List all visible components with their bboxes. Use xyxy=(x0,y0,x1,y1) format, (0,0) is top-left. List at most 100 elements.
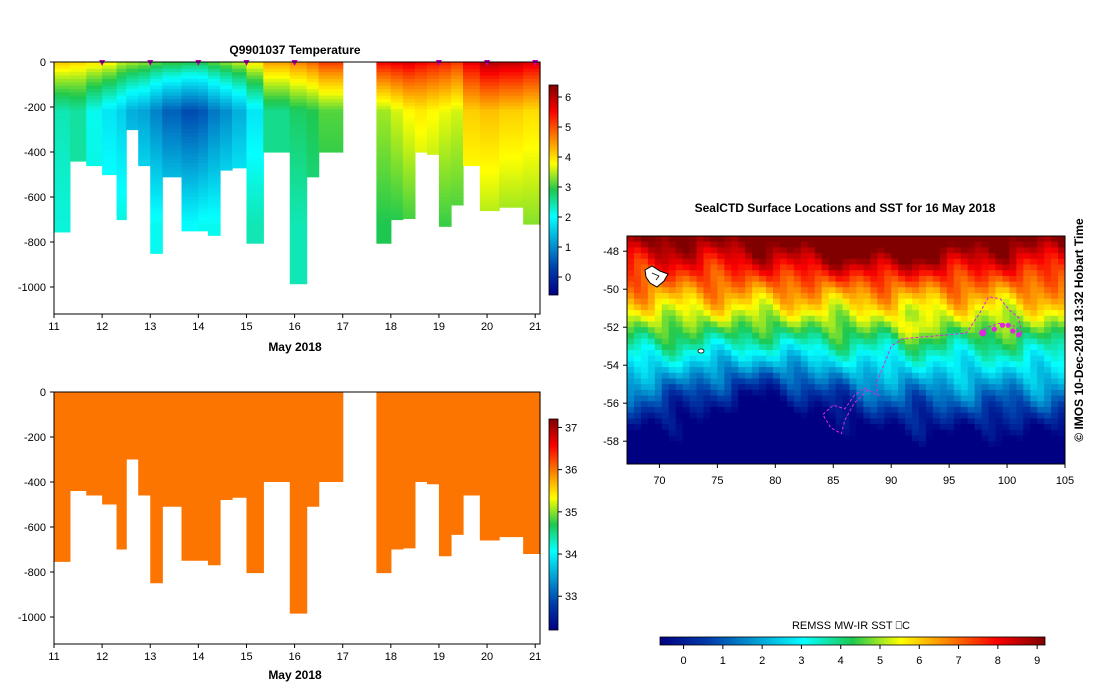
sst-cell xyxy=(800,441,809,448)
sst-cell xyxy=(1058,452,1065,459)
temperature-cell xyxy=(162,95,183,100)
sst-cell xyxy=(981,389,990,397)
sst-cell xyxy=(988,275,997,283)
sst-cell xyxy=(939,287,948,294)
sst-cell xyxy=(953,275,962,283)
sst-cell xyxy=(773,321,781,328)
sst-cell xyxy=(981,452,990,459)
sst-cell xyxy=(647,435,656,442)
sst-cell xyxy=(1002,344,1010,351)
temperature-cell xyxy=(181,227,199,232)
sst-cell xyxy=(703,446,712,454)
sst-cell xyxy=(1030,253,1038,260)
sst-cell xyxy=(905,332,913,340)
sst-cell xyxy=(807,270,816,277)
sst-cell xyxy=(703,441,712,448)
sst-cell xyxy=(752,389,760,397)
temperature-cell xyxy=(390,82,404,87)
sst-cell xyxy=(842,293,851,300)
sst-cell xyxy=(745,241,753,248)
x-tick-label: 16 xyxy=(288,651,300,663)
sst-cell xyxy=(724,321,732,328)
sst-cell xyxy=(773,446,781,454)
sst-cell xyxy=(800,378,809,385)
temperature-cell xyxy=(289,159,308,164)
sst-cell xyxy=(654,321,663,328)
sst-cell xyxy=(995,236,1004,243)
temperature-cell xyxy=(306,109,320,114)
temperature-cell xyxy=(523,159,541,164)
sst-cell xyxy=(1030,321,1038,328)
temperature-cell xyxy=(376,122,392,127)
sst-cell xyxy=(981,258,990,266)
sst-cell xyxy=(654,372,663,380)
sst-cell xyxy=(633,258,642,266)
sst-cell xyxy=(640,287,649,294)
sst-cell xyxy=(912,258,920,266)
sst-cell xyxy=(766,247,774,254)
sst-cell xyxy=(779,310,788,317)
sst-cell xyxy=(814,350,823,357)
temperature-cell xyxy=(306,156,320,161)
sst-cell xyxy=(759,298,767,305)
temperature-cell xyxy=(207,92,221,97)
sst-cell xyxy=(731,275,739,283)
temperature-cell xyxy=(479,186,500,191)
sst-cell xyxy=(1037,367,1045,374)
sst-cell xyxy=(842,236,851,243)
temperature-cell xyxy=(402,122,416,127)
sst-cell xyxy=(932,315,941,323)
temperature-cell xyxy=(263,139,291,144)
temperature-cell xyxy=(116,159,127,164)
sst-cell xyxy=(828,241,837,248)
sst-cell xyxy=(793,321,802,328)
temperature-cell xyxy=(289,156,308,161)
temperature-cell xyxy=(246,197,264,201)
sst-cell xyxy=(1016,361,1024,368)
sst-cell xyxy=(1037,389,1045,397)
sst-cell xyxy=(946,412,955,419)
temperature-cell xyxy=(289,112,308,117)
temperature-cell xyxy=(69,82,87,87)
sst-cell xyxy=(786,327,795,334)
sst-cell xyxy=(1044,452,1052,459)
sst-cell xyxy=(647,310,656,317)
temperature-cell xyxy=(289,132,308,137)
sst-cell xyxy=(1016,236,1024,243)
sst-cell xyxy=(633,310,642,317)
salinity-cell xyxy=(138,392,151,496)
sst-cell xyxy=(1051,435,1059,442)
sst-cell xyxy=(849,310,858,317)
sst-cell xyxy=(717,298,725,305)
sst-cell xyxy=(759,418,767,425)
temperature-cell xyxy=(289,230,308,235)
sst-cell xyxy=(793,270,802,277)
temperature-cell xyxy=(232,153,248,158)
sst-cell xyxy=(731,361,739,368)
sst-cell xyxy=(967,407,976,414)
temperature-cell xyxy=(126,105,139,110)
sst-cell xyxy=(627,315,635,323)
sst-cell xyxy=(863,287,871,294)
temperature-cell xyxy=(376,213,392,218)
temperature-cell xyxy=(207,68,221,73)
sst-cell xyxy=(939,264,948,271)
sst-cell xyxy=(967,395,976,402)
temperature-cell xyxy=(523,207,541,212)
sst-cell xyxy=(814,241,823,248)
sst-cell xyxy=(814,247,823,254)
sst-cell xyxy=(925,293,934,300)
sst-cell xyxy=(960,344,969,351)
sst-cell xyxy=(1030,418,1038,425)
temperature-cell xyxy=(198,65,209,70)
temperature-cell xyxy=(54,166,71,171)
temperature-cell xyxy=(426,136,440,141)
sst-cell xyxy=(995,287,1004,294)
sst-cell xyxy=(877,310,885,317)
sst-cell xyxy=(960,253,969,260)
sst-cell xyxy=(995,344,1004,351)
sst-cell xyxy=(668,389,677,397)
temperature-cell xyxy=(414,102,428,107)
temperature-cell xyxy=(390,217,404,221)
temperature-cell xyxy=(263,109,291,114)
